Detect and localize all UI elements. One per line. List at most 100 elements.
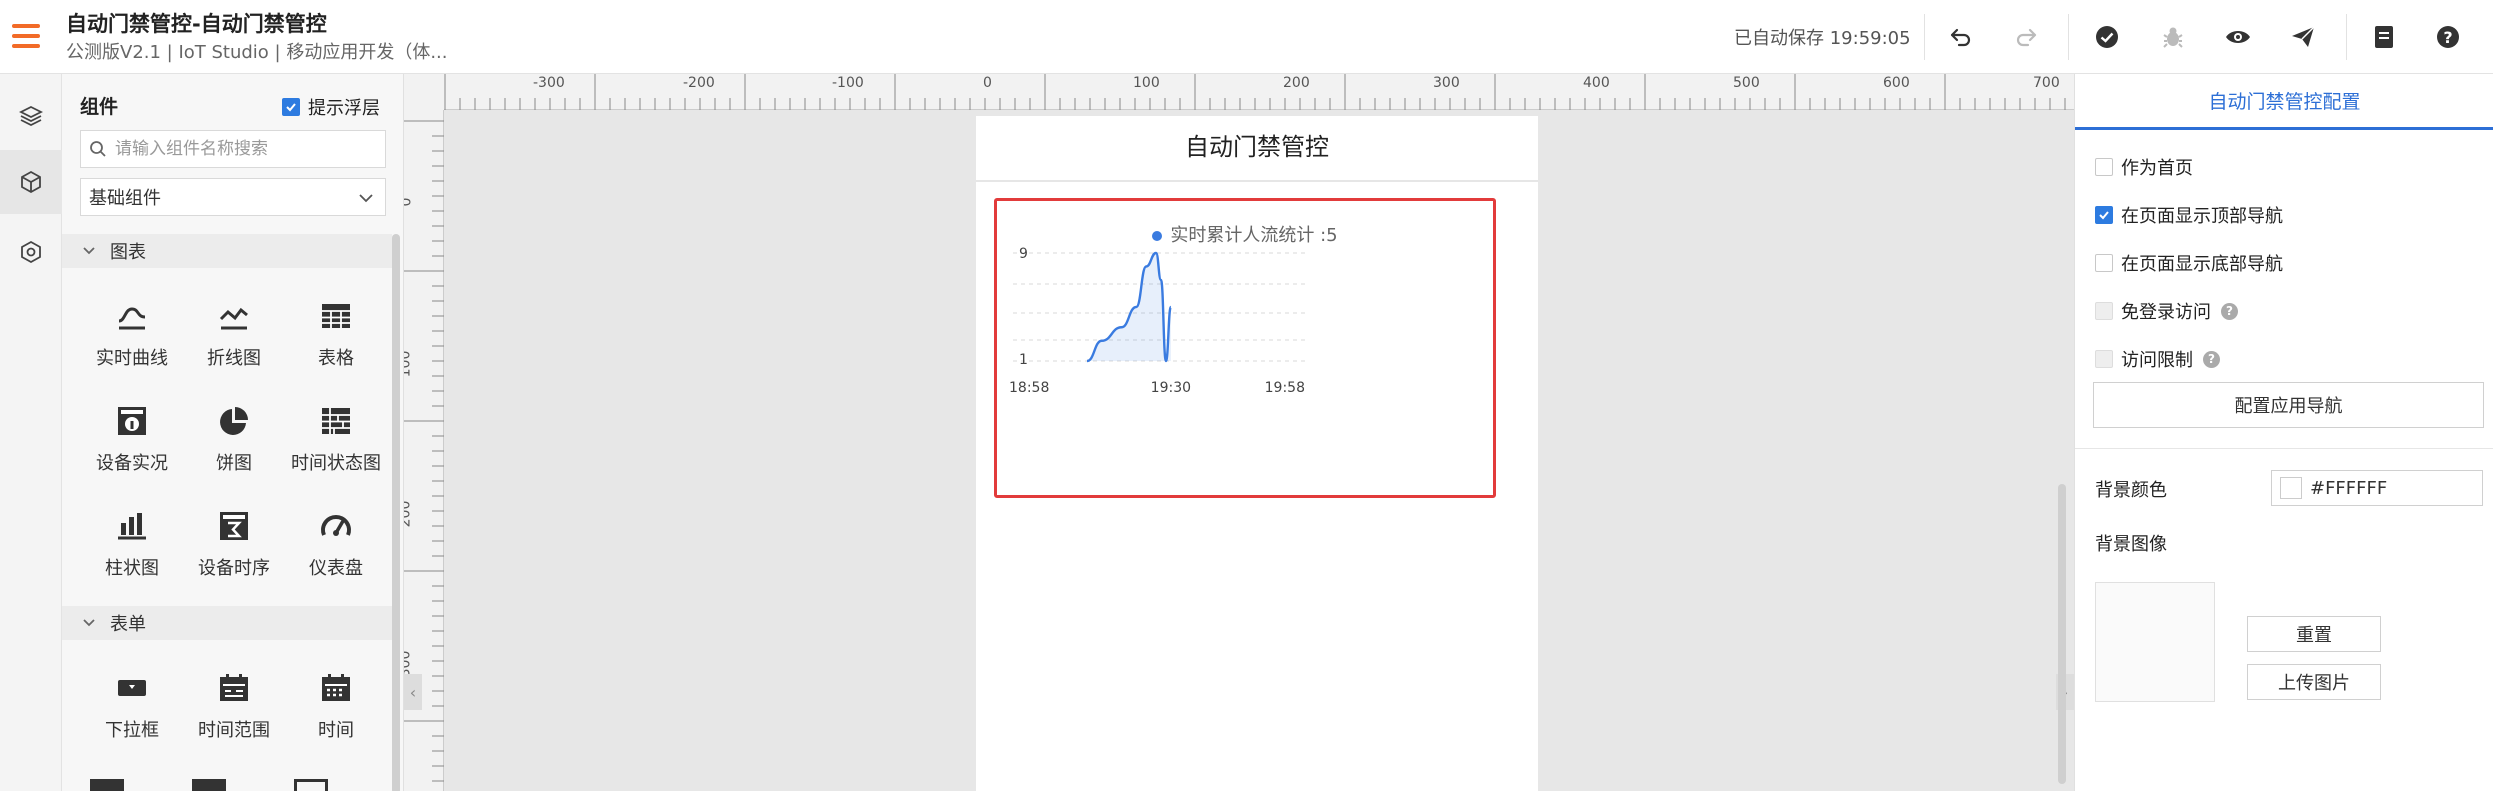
component-time[interactable]: 时间 [284,664,388,742]
ruler-label: -100 [832,75,864,91]
help-circle-icon[interactable]: ? [2203,350,2220,368]
check-icon[interactable] [2089,19,2125,55]
realtime-curve-icon [80,292,184,340]
help-icon[interactable]: ? [2430,19,2466,55]
time-range-icon [182,664,286,712]
svg-text:?: ? [2443,28,2452,47]
ruler-label: 700 [2033,75,2060,91]
ruler-label: 200 [1283,75,1310,91]
ruler-label: 300 [1433,75,1460,91]
checkbox-icon[interactable] [2095,206,2113,224]
help-circle-icon[interactable]: ? [2221,302,2238,320]
component-bar-chart[interactable]: 柱状图 [80,502,184,580]
ruler-label: 600 [1883,75,1910,91]
bug-icon[interactable] [2155,19,2191,55]
gauge-icon [284,502,388,550]
canvas-scrollbar[interactable] [2058,484,2066,784]
component-dropdown[interactable]: 下拉框 [80,664,184,742]
component-device-timeseries[interactable]: 设备时序 [182,502,286,580]
checkbox-icon[interactable] [2095,350,2113,368]
chart-plot: 9 1 18:58 19:30 19:58 [1009,246,1309,396]
option-homepage[interactable]: 作为首页 [2095,154,2193,180]
color-swatch[interactable] [2280,477,2302,499]
option-top-nav[interactable]: 在页面显示顶部导航 [2095,202,2283,228]
dropdown-icon [80,664,184,712]
component-device-live[interactable]: 设备实况 [80,397,184,475]
mobile-page-preview[interactable]: 自动门禁管控 实时累计人流统计 :5 9 1 18:58 19:30 19:58 [976,116,1538,791]
component-time-status[interactable]: 时间状态图 [284,397,388,475]
component-search[interactable] [80,130,386,168]
option-access-limit[interactable]: 访问限制 ? [2095,346,2220,372]
eye-icon[interactable] [2220,19,2256,55]
document-icon[interactable] [2366,19,2402,55]
component-realtime-curve[interactable]: 实时曲线 [80,292,184,370]
realtime-curve-widget[interactable]: 实时累计人流统计 :5 9 1 18:58 19:30 19:58 [994,198,1496,498]
legend-label: 实时累计人流统计 :5 [1170,225,1338,246]
legend-dot [1152,231,1163,241]
config-tab[interactable]: 自动门禁管控配置 [2075,74,2493,130]
chart-legend: 实时累计人流统计 :5 [997,221,1493,247]
table-icon [284,292,388,340]
ruler-label: 400 [1583,75,1610,91]
left-rail [0,74,62,791]
checkbox-icon[interactable] [2095,254,2113,272]
x-tick-label: 19:30 [1151,380,1191,396]
component-time-range[interactable]: 时间范围 [182,664,286,742]
search-input[interactable] [115,139,355,159]
y-tick-label: 9 [1019,246,1028,262]
design-canvas[interactable]: -300 -200 -100 0 100 200 300 400 500 600… [404,74,2074,791]
panel-title: 组件 [80,96,119,118]
hint-label: 提示浮层 [308,98,380,119]
ruler-ticks [444,74,2066,110]
upload-image-button[interactable]: 上传图片 [2247,664,2381,700]
divider [2075,448,2493,449]
panel-scrollbar[interactable] [392,234,400,791]
chevron-down-icon [83,247,95,255]
pie-chart-icon [182,397,286,445]
x-tick-label: 18:58 [1009,380,1049,396]
section-charts[interactable]: 图表 [62,234,392,268]
app-title: 自动门禁管控-自动门禁管控 [66,12,327,36]
component-pie-chart[interactable]: 饼图 [182,397,286,475]
bar-chart-icon [80,502,184,550]
component-partial [294,779,328,791]
ruler-corner [404,74,444,110]
config-nav-button[interactable]: 配置应用导航 [2093,382,2484,428]
series-line [1086,251,1173,363]
component-partial [90,779,124,791]
section-label: 图表 [110,242,146,263]
option-bottom-nav[interactable]: 在页面显示底部导航 [2095,250,2283,276]
component-line-chart[interactable]: 折线图 [182,292,286,370]
calendar-icon [284,664,388,712]
hint-toggle[interactable]: 提示浮层 [282,94,380,120]
chevron-down-icon [83,619,95,627]
bg-color-input[interactable]: #FFFFFF [2271,470,2483,506]
line-chart-icon [182,292,286,340]
undo-icon[interactable] [1943,19,1979,55]
collapse-left-icon[interactable]: ‹ [404,674,422,710]
send-icon[interactable] [2285,19,2321,55]
reset-button[interactable]: 重置 [2247,616,2381,652]
horizontal-ruler: -300 -200 -100 0 100 200 300 400 500 600… [444,74,2074,110]
layers-icon[interactable] [0,84,62,148]
ruler-label: 0 [404,198,414,207]
ruler-label: -200 [683,75,715,91]
checkbox-icon[interactable] [2095,158,2113,176]
checkbox-icon[interactable] [2095,302,2113,320]
autosave-status: 已自动保存 19:59:05 [1734,28,1911,49]
bg-image-label: 背景图像 [2095,534,2167,555]
option-no-login[interactable]: 免登录访问 ? [2095,298,2238,324]
component-table[interactable]: 表格 [284,292,388,370]
checkbox-icon[interactable] [282,98,300,116]
ruler-label: 200 [404,500,414,528]
bg-image-preview [2095,582,2215,702]
settings-icon[interactable] [0,220,62,284]
category-value: 基础组件 [89,188,161,209]
category-select[interactable]: 基础组件 [80,178,386,216]
redo-icon[interactable] [2008,19,2044,55]
component-panel: 组件 提示浮层 基础组件 图表 实时曲线 折线图 表格 设备实况 饼图 时间状态… [62,74,404,791]
component-gauge[interactable]: 仪表盘 [284,502,388,580]
menu-icon[interactable] [12,24,40,50]
components-icon[interactable] [0,150,62,214]
section-forms[interactable]: 表单 [62,606,392,640]
